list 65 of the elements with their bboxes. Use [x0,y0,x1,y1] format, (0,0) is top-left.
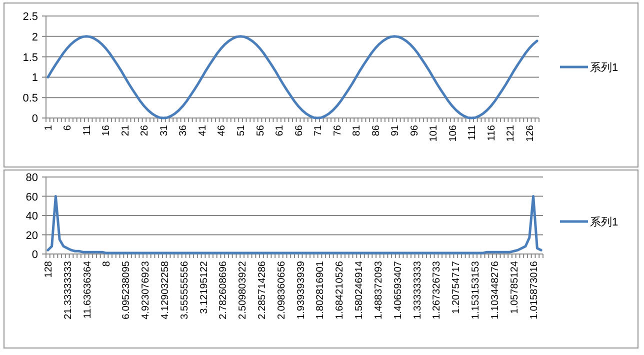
x-tick-label: 1.406593407 [392,260,404,320]
x-tick-label: 111 [467,124,478,140]
x-tick-label: 21 [120,124,132,136]
x-tick-label: 46 [216,124,228,136]
x-tick-label: 126 [524,124,536,142]
x-tick-label: 36 [178,124,190,136]
y-tick-label: 1 [32,72,38,84]
x-tick-label: 56 [255,124,266,136]
x-tick-label: 1.103448276 [490,260,501,320]
x-tick-label: 91 [390,124,402,136]
x-tick-label: 3.12195122 [198,260,210,314]
y-tick-label: 2.5 [22,11,38,23]
x-tick-label: 2.509803922 [238,260,249,320]
x-tick-label: 11 [82,124,93,136]
y-tick-label: 0 [32,113,38,125]
x-tick-label: 4.129032258 [160,260,171,320]
x-tick-label: 71 [313,124,324,136]
x-tick-label: 86 [370,124,382,136]
y-tick-label: 2 [32,31,38,44]
x-tick-label: 106 [448,124,459,142]
x-tick-label: 1.267326733 [432,260,443,320]
x-tick-label: 4.923076923 [140,260,152,320]
x-tick-label: 66 [294,124,305,136]
x-tick-label: 1.015873016 [528,260,540,320]
legend-label: 系列1 [590,216,618,228]
x-tick-label: 76 [332,124,344,136]
x-tick-label: 121 [506,124,517,142]
y-tick-label: 20 [26,230,38,242]
y-tick-label: 1.5 [22,52,38,64]
x-tick-label: 96 [409,124,420,136]
x-tick-label: 1.488372093 [373,260,384,320]
x-tick-label: 2.098360656 [276,260,288,320]
x-tick-label: 116 [486,124,498,141]
x-tick-label: 2.782608696 [218,260,230,320]
x-tick-label: 1.580246914 [354,260,366,320]
y-tick-label: 40 [26,210,38,222]
x-tick-label: 21.33333333 [62,260,74,320]
y-tick-label: 60 [26,191,38,204]
x-tick-label: 1.20754717 [451,260,462,314]
x-tick-label: 1 [43,124,54,131]
legend-label: 系列1 [590,61,618,74]
x-tick-label: 8 [102,260,113,267]
x-tick-label: 11.63636364 [82,260,94,319]
x-tick-label: 1.802816901 [315,260,326,320]
y-tick-label: 0 [32,249,38,261]
x-tick-label: 41 [197,124,208,136]
x-tick-label: 1.05785124 [509,260,520,314]
x-tick-label: 61 [274,124,286,136]
x-tick-label: 1.333333333 [412,260,424,320]
x-tick-label: 1.684210526 [334,260,346,320]
x-tick-label: 1.939393939 [296,260,307,320]
x-tick-label: 3.555555556 [179,260,190,320]
x-tick-label: 81 [352,124,363,136]
y-tick-label: 80 [26,172,38,184]
x-tick-label: 6 [62,124,74,131]
x-tick-label: 31 [158,124,170,136]
x-tick-label: 6.095238095 [121,260,132,320]
y-tick-label: 0.5 [22,92,38,105]
x-tick-label: 101 [428,124,440,142]
x-tick-label: 1.153153153 [470,260,482,320]
x-tick-label: 26 [140,124,151,136]
x-tick-label: 2.285714286 [256,260,268,320]
x-tick-label: 51 [236,124,248,136]
x-tick-label: 128 [43,260,54,278]
x-tick-label: 16 [101,124,112,136]
